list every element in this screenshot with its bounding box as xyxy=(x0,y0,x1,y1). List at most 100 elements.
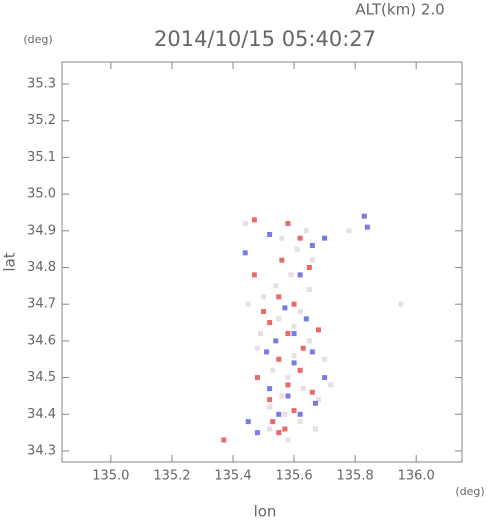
data-point xyxy=(251,217,257,223)
data-point xyxy=(254,345,260,351)
data-point xyxy=(276,316,282,322)
data-point xyxy=(315,397,321,403)
data-point xyxy=(282,305,288,311)
y-tick-label: 34.4 xyxy=(27,407,56,422)
data-point xyxy=(297,411,303,417)
data-point xyxy=(312,400,318,406)
data-point xyxy=(270,419,276,425)
data-point xyxy=(294,246,300,252)
data-point xyxy=(285,220,291,226)
data-point xyxy=(257,331,263,337)
y-axis-label: lat xyxy=(1,252,19,271)
data-point xyxy=(291,301,297,307)
x-tick-label: 135.4 xyxy=(214,469,251,484)
y-tick-label: 34.6 xyxy=(27,333,56,348)
data-point xyxy=(306,265,312,271)
data-point xyxy=(221,437,227,443)
y-tick-label: 35.1 xyxy=(27,150,56,165)
data-point xyxy=(261,294,267,300)
x-axis-label: lon xyxy=(254,503,277,521)
data-point xyxy=(398,301,404,307)
data-point xyxy=(315,327,321,333)
data-point xyxy=(303,228,309,234)
data-point xyxy=(300,386,306,392)
data-point xyxy=(285,331,291,337)
data-point xyxy=(279,257,285,263)
data-point xyxy=(285,382,291,388)
data-point xyxy=(322,235,328,241)
data-point xyxy=(309,389,315,395)
data-point xyxy=(279,235,285,241)
data-point xyxy=(273,338,279,344)
plot-frame xyxy=(61,61,463,463)
data-point xyxy=(303,316,309,322)
data-point xyxy=(264,349,270,355)
data-point xyxy=(288,272,294,278)
data-point xyxy=(261,309,267,315)
y-tick-label: 34.8 xyxy=(27,260,56,275)
x-tick-label: 135.2 xyxy=(153,469,190,484)
chart-title: 2014/10/15 05:40:27 xyxy=(154,27,376,51)
data-point xyxy=(306,287,312,293)
data-point xyxy=(267,386,273,392)
x-tick-label: 135.0 xyxy=(92,469,129,484)
data-point xyxy=(276,430,282,436)
data-point xyxy=(245,419,251,425)
data-point xyxy=(364,224,370,230)
data-point xyxy=(282,426,288,432)
y-tick-label: 34.7 xyxy=(27,297,56,312)
data-point xyxy=(291,360,297,366)
data-point xyxy=(297,272,303,278)
data-point xyxy=(300,345,306,351)
data-point xyxy=(361,213,367,219)
x-tick-label: 135.6 xyxy=(275,469,312,484)
data-point xyxy=(276,294,282,300)
data-point xyxy=(270,367,276,373)
data-point xyxy=(328,382,334,388)
data-point xyxy=(285,437,291,443)
data-point xyxy=(346,228,352,234)
data-point xyxy=(242,250,248,256)
y-tick-label: 34.5 xyxy=(27,370,56,385)
data-point xyxy=(291,408,297,414)
data-point xyxy=(267,397,273,403)
data-point xyxy=(309,349,315,355)
data-point xyxy=(312,426,318,432)
data-point xyxy=(254,375,260,381)
data-point xyxy=(267,426,273,432)
data-point xyxy=(282,411,288,417)
y-tick-label: 34.9 xyxy=(27,223,56,238)
data-point xyxy=(297,367,303,373)
x-tick-label: 135.8 xyxy=(337,469,374,484)
data-point xyxy=(267,404,273,410)
data-point xyxy=(309,242,315,248)
x-tick-label: 136.0 xyxy=(398,469,435,484)
data-point xyxy=(322,375,328,381)
y-tick-label: 34.3 xyxy=(27,443,56,458)
data-point xyxy=(285,375,291,381)
data-point xyxy=(267,231,273,237)
data-point xyxy=(291,323,297,329)
x-unit: (deg) xyxy=(455,485,484,498)
data-point xyxy=(276,356,282,362)
y-tick-label: 35.3 xyxy=(27,77,56,92)
data-point xyxy=(306,338,312,344)
data-point xyxy=(309,257,315,263)
data-point xyxy=(297,419,303,425)
data-point xyxy=(254,430,260,436)
y-tick-label: 35.0 xyxy=(27,187,56,202)
data-point xyxy=(291,331,297,337)
data-point xyxy=(285,393,291,399)
data-point xyxy=(242,220,248,226)
data-point xyxy=(245,301,251,307)
data-point xyxy=(322,356,328,362)
altitude-annotation: ALT(km) 2.0 xyxy=(355,1,444,19)
data-point xyxy=(297,235,303,241)
y-tick-label: 35.2 xyxy=(27,113,56,128)
data-point xyxy=(279,393,285,399)
data-point xyxy=(273,283,279,289)
data-point xyxy=(276,411,282,417)
data-point xyxy=(267,320,273,326)
data-point xyxy=(291,353,297,359)
